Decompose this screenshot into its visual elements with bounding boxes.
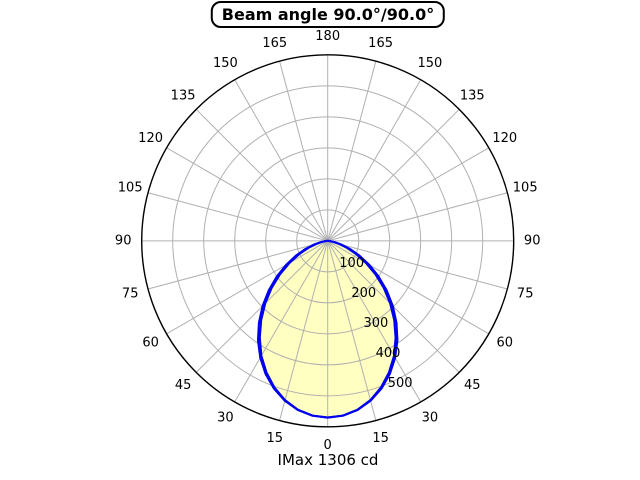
- radial-tick-label: 400: [376, 346, 401, 361]
- grid-circle: [234, 147, 422, 335]
- grid-circle: [203, 116, 453, 366]
- angle-tick-label: 90: [115, 233, 132, 248]
- angle-tick-label: 105: [118, 180, 143, 195]
- angle-tick-label: 150: [213, 56, 238, 71]
- outer-axis-circle: [141, 54, 515, 428]
- angle-tick-label: 150: [417, 56, 442, 71]
- angle-tick-label: 120: [138, 131, 163, 146]
- angle-tick-label: 45: [464, 378, 481, 393]
- curve-c90-c270: [256, 239, 399, 419]
- grid-circle: [296, 209, 360, 273]
- radial-tick-label: 300: [363, 316, 388, 331]
- angle-tick-label: 60: [497, 336, 514, 351]
- angle-tick-label: 45: [175, 378, 192, 393]
- grid-circle: [172, 85, 484, 397]
- chart-title: Beam angle 90.0°/90.0°: [210, 1, 446, 28]
- angle-tick-label: 75: [517, 286, 534, 301]
- angle-tick-label: 135: [171, 89, 196, 104]
- angle-tick-label: 15: [372, 431, 389, 446]
- angle-tick-label: 180: [315, 29, 340, 44]
- angle-tick-label: 30: [217, 411, 234, 426]
- grid-circle: [265, 178, 391, 304]
- angle-tick-label: 165: [262, 36, 287, 51]
- angle-tick-label: 105: [513, 180, 538, 195]
- angle-tick-label: 120: [492, 131, 517, 146]
- radial-tick-label: 500: [388, 376, 413, 391]
- angle-tick-label: 0: [324, 438, 332, 453]
- angle-tick-label: 60: [142, 336, 159, 351]
- radial-tick-label: 200: [351, 286, 376, 301]
- angle-tick-label: 135: [460, 89, 485, 104]
- angle-tick-label: 15: [267, 431, 284, 446]
- angle-tick-label: 75: [122, 286, 139, 301]
- angle-tick-label: 30: [422, 411, 439, 426]
- radial-tick-label: 100: [339, 256, 364, 271]
- imax-value-label: IMax 1306 cd: [277, 451, 379, 469]
- angle-tick-label: 165: [368, 36, 393, 51]
- angle-tick-label: 90: [524, 233, 541, 248]
